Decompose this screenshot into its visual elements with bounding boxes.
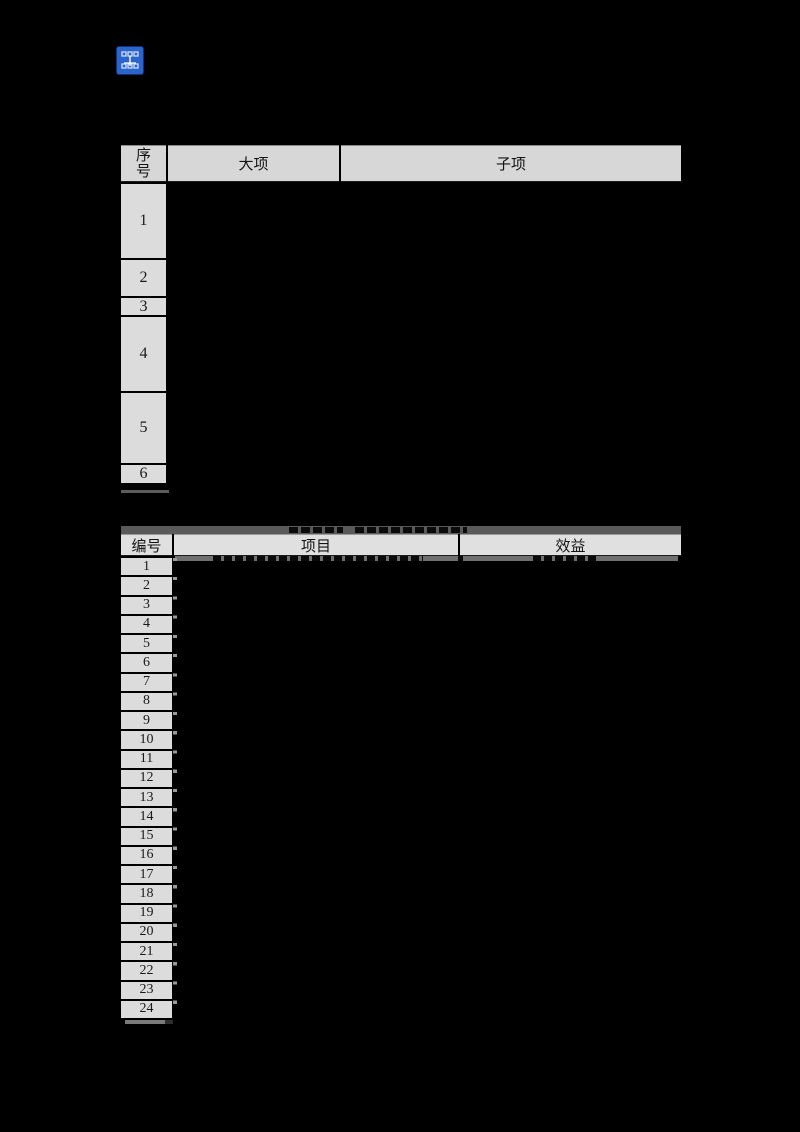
table2-row1-obscured-text-strip: [175, 556, 678, 561]
table1-header-row: 序号 大项 子项: [121, 145, 681, 182]
table2-row-number-cell: 4: [121, 615, 172, 633]
table2-row-number-cell: 9: [121, 712, 172, 730]
table1-row-number-column: 1 2 3 4 5 6: [121, 184, 166, 483]
table2-header-benefit-label: 效益: [555, 538, 586, 555]
table2-caption-band-obscured: [121, 526, 681, 534]
table2-row-number-cell: 14: [121, 808, 172, 826]
table1-row-number-cell: 1: [121, 184, 166, 258]
table2-row-number-cell: 16: [121, 846, 172, 864]
table1-header-major-item: 大项: [168, 145, 339, 182]
table2-row-number-cell: 1: [121, 558, 172, 576]
table2-header-benefit: 效益: [460, 534, 681, 556]
table1-row-number-cell: 6: [121, 465, 166, 483]
table2-row-number-cell: 20: [121, 923, 172, 941]
table-major-sub-items: 序号 大项 子项 1 2 3 4 5 6: [121, 145, 681, 483]
table2-header-number-label: 编号: [131, 538, 162, 555]
caption-glyph-silhouette: [355, 527, 467, 533]
table2-bottom-border: [125, 1020, 172, 1024]
table1-row-number-cell: 3: [121, 298, 166, 315]
table1-row-number-cell: 4: [121, 317, 166, 391]
table2-header-project-label: 项目: [300, 538, 331, 555]
table2-header-row: 编号 项目 效益: [121, 534, 681, 556]
row1-benefit-glyph-silhouette: [533, 556, 599, 561]
table2-row-number-cell: 22: [121, 962, 172, 980]
table2-row-number-column: 1 2 3 4 5 6 7 8 9 10 11 12 13 14 15 16 1…: [121, 558, 172, 1018]
table-chart-glyph: [121, 51, 139, 69]
table-chart-object-icon[interactable]: [117, 47, 143, 74]
table2-row-number-cell: 12: [121, 769, 172, 787]
table2-row-number-cell: 15: [121, 827, 172, 845]
table2-header-number: 编号: [121, 534, 172, 556]
table1-header-major-item-label: 大项: [238, 157, 269, 173]
table2-row-number-cell: 24: [121, 1000, 172, 1018]
table1-header-sub-item-label: 子项: [495, 157, 526, 173]
table2-row-number-cell: 10: [121, 731, 172, 749]
table2-row-number-cell: 13: [121, 789, 172, 807]
table1-row-number-cell: 5: [121, 393, 166, 463]
table2-row-number-cell: 19: [121, 904, 172, 922]
row1-column-divider-mark: [458, 556, 463, 561]
table2-row-number-cell: 3: [121, 596, 172, 614]
row1-project-glyph-silhouette: [213, 556, 423, 561]
table2-row-border-ticks: [173, 558, 177, 1018]
table2-row-number-cell: 18: [121, 885, 172, 903]
table1-header-serial-label: 序号: [135, 147, 151, 180]
table2-header-project: 项目: [174, 534, 458, 556]
table1-bottom-border: [121, 490, 169, 493]
table2-row-number-cell: 8: [121, 692, 172, 710]
table2-row-number-cell: 5: [121, 635, 172, 653]
table2-bottom-border-cap: [165, 1020, 173, 1024]
table1-header-serial: 序号: [121, 145, 166, 182]
table2-row-number-cell: 6: [121, 654, 172, 672]
table1-row-number-cell: 2: [121, 260, 166, 296]
table2-row-number-cell: 11: [121, 750, 172, 768]
table2-row-number-cell: 21: [121, 943, 172, 961]
table2-row-number-cell: 2: [121, 577, 172, 595]
table2-row-number-cell: 17: [121, 866, 172, 884]
table2-row-number-cell: 7: [121, 673, 172, 691]
caption-glyph-silhouette: [289, 527, 343, 533]
table2-row-number-cell: 23: [121, 981, 172, 999]
table1-header-sub-item: 子项: [341, 145, 681, 182]
